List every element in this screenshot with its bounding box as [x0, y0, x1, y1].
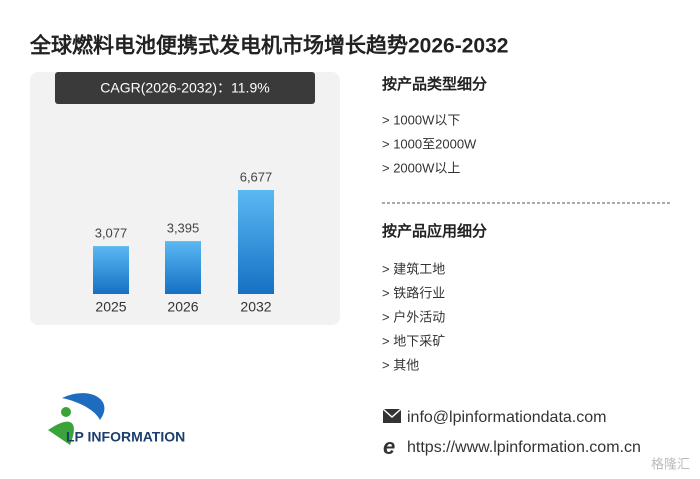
- segment-item: > 户外活动: [382, 309, 445, 324]
- x-tick-label: 2032: [240, 299, 271, 315]
- value-label: 3,077: [95, 226, 128, 241]
- logo-mark: [48, 393, 105, 445]
- website: https://www.lpinformation.com.cn: [407, 439, 641, 456]
- segment-item: > 其他: [382, 357, 419, 372]
- segment-item: > 地下采矿: [382, 333, 445, 348]
- email-icon: [382, 408, 402, 423]
- cagr-text: CAGR(2026-2032)：11.9%: [100, 80, 269, 96]
- segment-item: > 2000W以上: [382, 160, 460, 175]
- email: info@lpinformationdata.com: [407, 409, 606, 426]
- svg-text:e: e: [383, 434, 395, 459]
- bar: [93, 246, 129, 294]
- watermark: 格隆汇: [651, 456, 690, 471]
- segment-item: > 1000W以下: [382, 112, 460, 127]
- segment-title: 按产品应用细分: [382, 222, 487, 240]
- cagr-box: [55, 72, 315, 104]
- value-label: 6,677: [240, 169, 273, 184]
- x-tick-label: 2026: [167, 299, 198, 315]
- segment-item: > 建筑工地: [382, 261, 445, 276]
- value-label: 3,395: [167, 221, 200, 236]
- bar: [165, 241, 201, 294]
- x-tick-label: 2025: [95, 299, 126, 315]
- logo-text: LP INFORMATION: [66, 429, 185, 445]
- segment-item: > 1000至2000W: [382, 136, 477, 151]
- bar: [238, 190, 274, 294]
- web-icon: e: [383, 434, 395, 459]
- segment-item: > 铁路行业: [382, 285, 445, 300]
- segment-title: 按产品类型细分: [382, 75, 487, 93]
- title: 全球燃料电池便携式发电机市场增长趋势2026-2032: [29, 34, 508, 58]
